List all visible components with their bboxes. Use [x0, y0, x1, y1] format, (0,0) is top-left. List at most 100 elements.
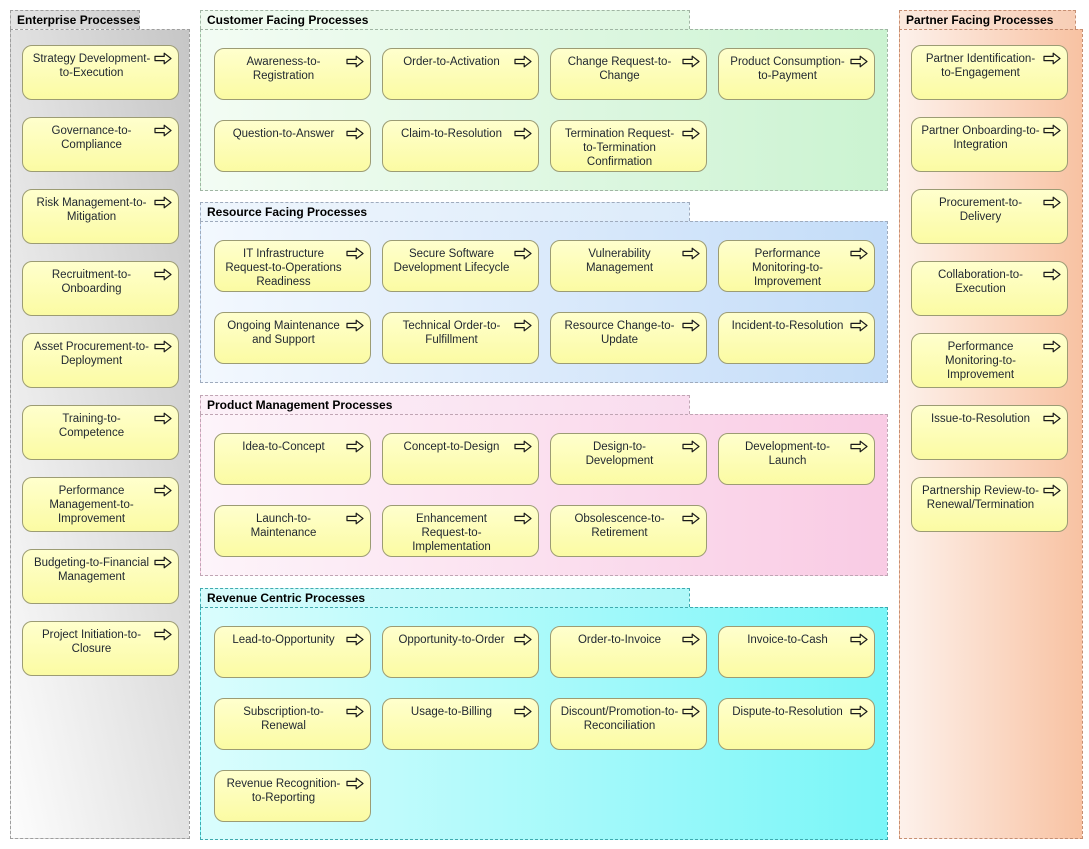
process-arrow-icon: [682, 247, 700, 260]
section-enterprise-processes: Enterprise Processes Strategy Developmen…: [10, 10, 190, 839]
process-box[interactable]: Enhancement Request-to-Implementation: [382, 505, 539, 557]
process-label: Development-to-Launch: [744, 441, 830, 467]
process-box[interactable]: Question-to-Answer: [214, 120, 371, 172]
process-label: Ongoing Maintenance and Support: [227, 320, 340, 346]
section-body: Awareness-to-Registration Order-to-Activa…: [200, 29, 888, 191]
process-arrow-icon: [682, 127, 700, 140]
process-box[interactable]: Product Consumption-to-Payment: [718, 48, 875, 100]
process-box[interactable]: Claim-to-Resolution: [382, 120, 539, 172]
process-label: Resource Change-to-Update: [564, 320, 675, 346]
process-label: Risk Management-to-Mitigation: [36, 197, 147, 223]
process-box[interactable]: Secure Software Development Lifecycle: [382, 240, 539, 292]
process-box[interactable]: Ongoing Maintenance and Support: [214, 312, 371, 364]
process-box[interactable]: Technical Order-to-Fulfillment: [382, 312, 539, 364]
process-label: Partner Identification-to-Engagement: [925, 53, 1036, 79]
process-box[interactable]: Collaboration-to-Execution: [911, 261, 1068, 316]
process-box[interactable]: Concept-to-Design: [382, 433, 539, 485]
process-box[interactable]: Lead-to-Opportunity: [214, 626, 371, 678]
process-arrow-icon: [346, 127, 364, 140]
section-title: Customer Facing Processes: [207, 13, 369, 27]
section-title: Enterprise Processes: [17, 13, 140, 27]
process-box[interactable]: Revenue Recognition-to-Reporting: [214, 770, 371, 822]
section-partner-facing-processes: Partner Facing Processes Partner Identif…: [899, 10, 1083, 839]
section-resource-facing-processes: Resource Facing Processes IT Infrastruct…: [200, 202, 888, 383]
section-body: Strategy Development-to-Execution Governa…: [10, 29, 190, 839]
process-box[interactable]: Launch-to-Maintenance: [214, 505, 371, 557]
process-label: Order-to-Activation: [403, 56, 500, 68]
process-arrow-icon: [682, 55, 700, 68]
process-label: Project Initiation-to-Closure: [41, 629, 142, 655]
process-box[interactable]: Performance Management-to-Improvement: [22, 477, 179, 532]
process-label: Secure Software Development Lifecycle: [393, 248, 510, 274]
process-box[interactable]: Partner Identification-to-Engagement: [911, 45, 1068, 100]
process-arrow-icon: [850, 247, 868, 260]
process-box[interactable]: Subscription-to-Renewal: [214, 698, 371, 750]
process-arrow-icon: [154, 556, 172, 569]
process-box[interactable]: Development-to-Launch: [718, 433, 875, 485]
process-label: Partnership Review-to-Renewal/Terminatio…: [922, 485, 1039, 511]
process-arrow-icon: [514, 705, 532, 718]
process-label: Performance Monitoring-to-Improvement: [752, 248, 823, 288]
process-label: Enhancement Request-to-Implementation: [412, 513, 491, 553]
section-tab: Enterprise Processes: [10, 10, 140, 29]
process-box[interactable]: Performance Monitoring-to-Improvement: [718, 240, 875, 292]
process-box[interactable]: Vulnerability Management: [550, 240, 707, 292]
process-box[interactable]: Order-to-Activation: [382, 48, 539, 100]
process-box[interactable]: Partner Onboarding-to-Integration: [911, 117, 1068, 172]
process-arrow-icon: [1043, 196, 1061, 209]
process-arrow-icon: [346, 705, 364, 718]
process-box[interactable]: Procurement-to-Delivery: [911, 189, 1068, 244]
process-label: Subscription-to-Renewal: [243, 706, 324, 732]
process-label: Concept-to-Design: [403, 441, 500, 453]
process-box[interactable]: Dispute-to-Resolution: [718, 698, 875, 750]
process-box[interactable]: Discount/Promotion-to-Reconciliation: [550, 698, 707, 750]
process-box[interactable]: Recruitment-to-Onboarding: [22, 261, 179, 316]
section-title: Resource Facing Processes: [207, 205, 368, 219]
process-box[interactable]: Invoice-to-Cash: [718, 626, 875, 678]
process-arrow-icon: [346, 440, 364, 453]
process-box[interactable]: Incident-to-Resolution: [718, 312, 875, 364]
process-box[interactable]: Strategy Development-to-Execution: [22, 45, 179, 100]
process-box[interactable]: Awareness-to-Registration: [214, 48, 371, 100]
process-arrow-icon: [1043, 52, 1061, 65]
process-arrow-icon: [1043, 484, 1061, 497]
section-title: Revenue Centric Processes: [207, 591, 366, 605]
process-box[interactable]: Usage-to-Billing: [382, 698, 539, 750]
process-arrow-icon: [346, 777, 364, 790]
process-label: Question-to-Answer: [232, 128, 335, 140]
process-box[interactable]: Resource Change-to-Update: [550, 312, 707, 364]
process-box[interactable]: Order-to-Invoice: [550, 626, 707, 678]
process-label: Product Consumption-to-Payment: [730, 56, 845, 82]
process-arrow-icon: [154, 52, 172, 65]
process-arrow-icon: [346, 512, 364, 525]
process-box[interactable]: Budgeting-to-Financial Management: [22, 549, 179, 604]
process-arrow-icon: [682, 512, 700, 525]
process-arrow-icon: [850, 440, 868, 453]
process-box[interactable]: Issue-to-Resolution: [911, 405, 1068, 460]
process-box[interactable]: Training-to-Competence: [22, 405, 179, 460]
process-box[interactable]: Idea-to-Concept: [214, 433, 371, 485]
process-box[interactable]: Partnership Review-to-Renewal/Terminatio…: [911, 477, 1068, 532]
process-box[interactable]: Governance-to-Compliance: [22, 117, 179, 172]
process-arrow-icon: [154, 484, 172, 497]
process-label: Opportunity-to-Order: [398, 634, 505, 646]
section-revenue-centric-processes: Revenue Centric Processes Lead-to-Opport…: [200, 588, 888, 840]
process-box[interactable]: Asset Procurement-to-Deployment: [22, 333, 179, 388]
section-body: Idea-to-Concept Concept-to-Design Design-t…: [200, 414, 888, 576]
process-box[interactable]: Risk Management-to-Mitigation: [22, 189, 179, 244]
section-title: Partner Facing Processes: [906, 13, 1054, 27]
process-box[interactable]: Change Request-to-Change: [550, 48, 707, 100]
process-arrow-icon: [850, 705, 868, 718]
process-label: Vulnerability Management: [585, 248, 654, 274]
process-box[interactable]: Termination Request-to-Termination Confi…: [550, 120, 707, 172]
process-box[interactable]: Design-to-Development: [550, 433, 707, 485]
process-label: IT Infrastructure Request-to-Operations …: [225, 248, 342, 288]
process-box[interactable]: Performance Monitoring-to-Improvement: [911, 333, 1068, 388]
process-label: Training-to-Competence: [58, 413, 125, 439]
process-box[interactable]: Project Initiation-to-Closure: [22, 621, 179, 676]
process-label: Change Request-to-Change: [567, 56, 672, 82]
process-box[interactable]: Obsolescence-to-Retirement: [550, 505, 707, 557]
process-label: Obsolescence-to-Retirement: [574, 513, 665, 539]
process-box[interactable]: IT Infrastructure Request-to-Operations …: [214, 240, 371, 292]
process-box[interactable]: Opportunity-to-Order: [382, 626, 539, 678]
